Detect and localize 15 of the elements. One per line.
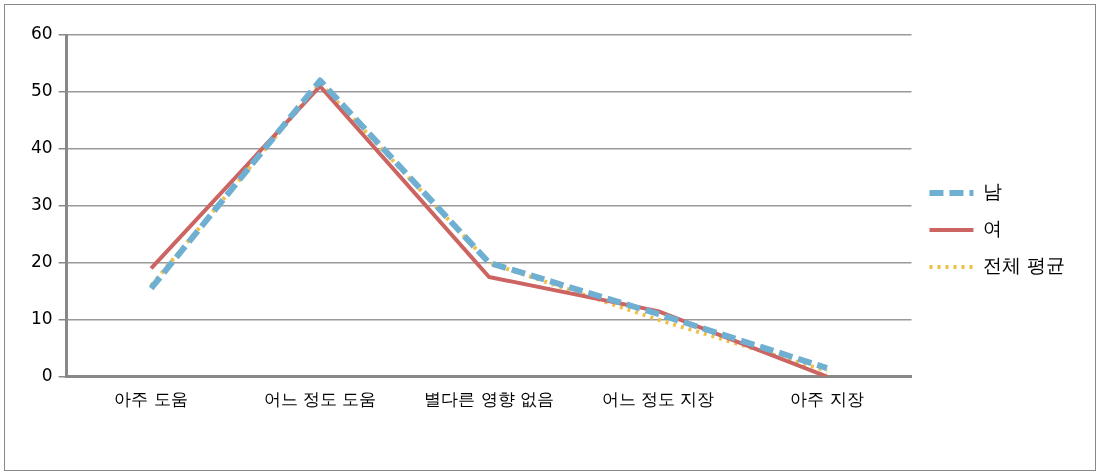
y-tick-label: 40 (30, 137, 53, 158)
y-tick-label: 60 (30, 23, 53, 44)
x-tick-label: 아주 도움 (114, 389, 188, 410)
y-tick-label: 30 (30, 194, 53, 215)
y-tick-label: 0 (41, 365, 53, 386)
x-tick-label: 어느 정도 도움 (263, 389, 377, 410)
x-tick-label: 어느 정도 지장 (601, 389, 715, 410)
y-tick-label: 50 (30, 80, 53, 101)
x-tick-label: 별다른 영향 없음 (424, 389, 554, 410)
y-tick-label: 10 (30, 308, 53, 329)
y-tick-label: 20 (30, 251, 53, 272)
legend-label: 남 (982, 179, 1002, 202)
legend-label: 여 (982, 216, 1002, 239)
x-tick-label: 아주 지장 (790, 389, 864, 410)
legend-label: 전체 평균 (982, 253, 1066, 276)
